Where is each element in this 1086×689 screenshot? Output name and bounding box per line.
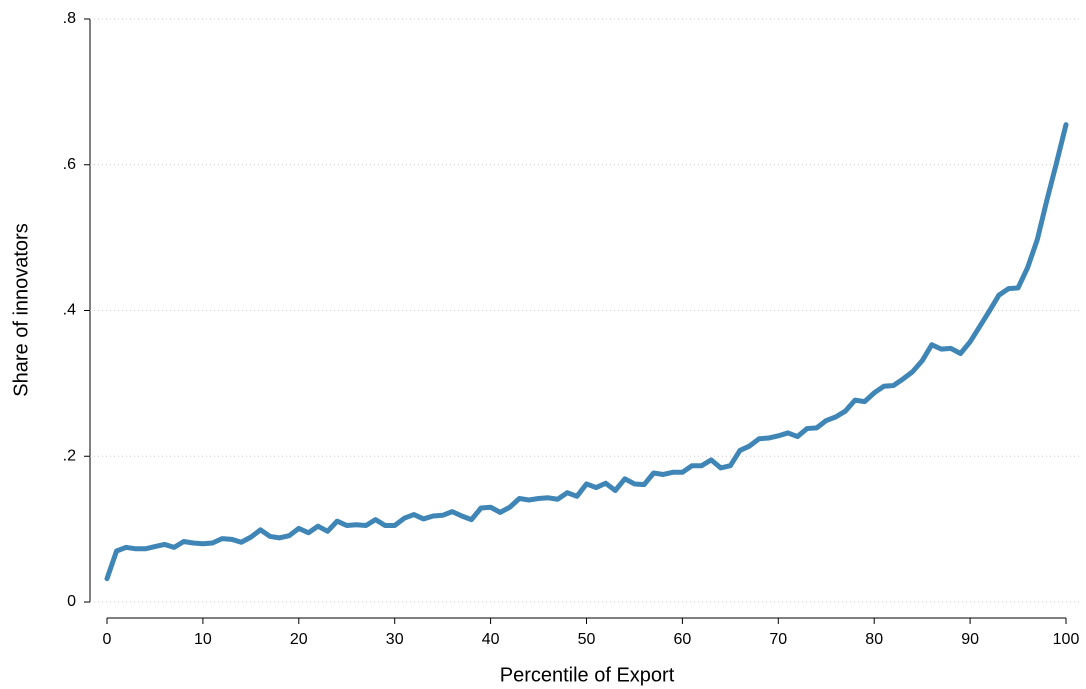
x-tick-label: 90 xyxy=(961,631,979,648)
x-tick-label: 100 xyxy=(1053,631,1080,648)
x-tick-label: 70 xyxy=(769,631,787,648)
data-line xyxy=(104,122,1069,582)
x-axis-label: Percentile of Export xyxy=(500,664,675,686)
x-tick-label: 80 xyxy=(865,631,883,648)
x-tick-label: 60 xyxy=(674,631,692,648)
y-tick-label: .4 xyxy=(63,302,76,319)
x-tick-label: 20 xyxy=(290,631,308,648)
x-tick-label: 10 xyxy=(194,631,212,648)
y-tick-label: .6 xyxy=(63,156,76,173)
y-tick-label: .8 xyxy=(63,10,76,27)
x-tick-label: 40 xyxy=(482,631,500,648)
y-axis-label: Share of innovators xyxy=(10,223,32,396)
x-tick-label: 0 xyxy=(103,631,112,648)
x-tick-label: 50 xyxy=(578,631,596,648)
x-tick-label: 30 xyxy=(386,631,404,648)
y-tick-label: 0 xyxy=(67,593,76,610)
y-tick-label: .2 xyxy=(63,447,76,464)
